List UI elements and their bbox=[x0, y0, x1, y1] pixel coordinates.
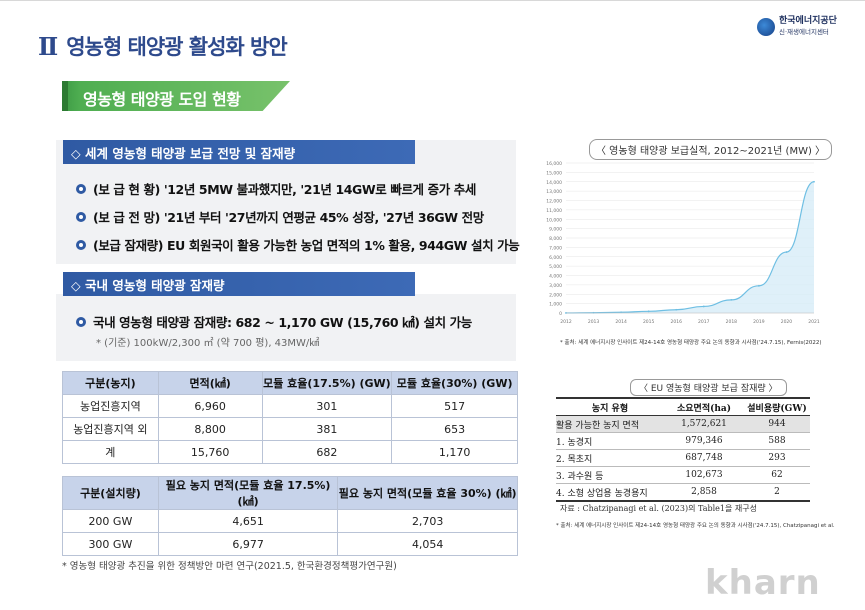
required-area-table: 구분(설치량) 필요 농지 면적(모듈 효율 17.5%) (㎢) 필요 농지 … bbox=[62, 476, 518, 556]
table-row: 4. 소형 상업용 농경용지 2,858 2 bbox=[556, 483, 810, 502]
table-row: 300 GW 6,977 4,054 bbox=[62, 532, 518, 556]
section-banner-tab bbox=[62, 81, 68, 111]
domestic-bullet: 국내 영농형 태양광 잠재량: 682 ~ 1,170 GW (15,760 ㎢… bbox=[76, 312, 472, 331]
domestic-note: * (기준) 100kW/2,300 ㎡ (약 700 평), 43MW/㎢ bbox=[96, 338, 320, 349]
table-row: 3. 과수원 등 102,673 62 bbox=[556, 466, 810, 484]
chart-source: * 출처: 세계 에너지시장 인사이트 제24-14호 영농형 태양광 주요 논… bbox=[560, 340, 822, 346]
y-tick-label: 12,000 bbox=[546, 199, 562, 205]
page-title: 영농형 태양광 활성화 방안 bbox=[66, 35, 287, 59]
table-header-row: 구분(농지) 면적(㎢) 모듈 효율(17.5%) (GW) 모듈 효율(30%… bbox=[62, 371, 518, 395]
y-tick-label: 9,000 bbox=[549, 227, 562, 233]
world-heading: ◇ 세계 영농형 태양광 보급 전망 및 잠재량 bbox=[63, 140, 415, 164]
y-tick-label: 16,000 bbox=[546, 161, 562, 167]
logo-icon bbox=[757, 18, 775, 36]
y-tick-label: 3,000 bbox=[549, 283, 562, 289]
x-tick-label: 2013 bbox=[588, 319, 600, 325]
table-header: 구분(농지) bbox=[62, 371, 159, 395]
table-row: 2. 목초지 687,748 293 bbox=[556, 449, 810, 467]
footnote: * 영농형 태양광 추진을 위한 정책방안 마련 연구(2021.5, 한국환경… bbox=[62, 561, 397, 572]
table-header: 모듈 효율(30%) (GW) bbox=[391, 371, 518, 395]
table-header: 필요 농지 면적(모듈 효율 17.5%) (㎢) bbox=[157, 476, 339, 510]
eu-potential-table: 농지 유형 소요면적(ha) 설비용량(GW) 활용 가능한 농지 면적 1,57… bbox=[556, 397, 810, 502]
y-tick-label: 4,000 bbox=[549, 274, 562, 280]
table-header: 설비용량(GW) bbox=[744, 397, 810, 416]
table-row: 1. 농경지 979,346 588 bbox=[556, 432, 810, 450]
table-header: 면적(㎢) bbox=[157, 371, 263, 395]
domestic-heading: ◇ 국내 영농형 태양광 잠재량 bbox=[63, 272, 415, 296]
eu-table-caption: 자료 : Chatzipanagi et al. (2023)의 Table1을… bbox=[560, 504, 757, 513]
world-bullet-status: (보 급 현 황) '12년 5MW 불과했지만, '21년 14GW로 빠르게… bbox=[76, 179, 476, 198]
x-tick-label: 2014 bbox=[615, 319, 627, 325]
y-tick-label: 8,000 bbox=[549, 236, 562, 242]
table-row: 활용 가능한 농지 면적 1,572,621 944 bbox=[556, 415, 810, 433]
eu-table-title: 〈 EU 영농형 태양광 보급 잠재량 〉 bbox=[630, 379, 787, 396]
data-point bbox=[675, 308, 678, 311]
y-tick-label: 10,000 bbox=[546, 217, 562, 223]
y-tick-label: 7,000 bbox=[549, 245, 562, 251]
x-tick-label: 2017 bbox=[698, 319, 710, 325]
y-tick-label: 2,000 bbox=[549, 292, 562, 298]
potential-table: 구분(농지) 면적(㎢) 모듈 효율(17.5%) (GW) 모듈 효율(30%… bbox=[62, 371, 518, 464]
y-tick-label: 1,000 bbox=[549, 302, 562, 308]
table-header: 농지 유형 bbox=[556, 397, 664, 416]
watermark-logo: kharn bbox=[705, 563, 821, 603]
table-row: 계 15,760 682 1,170 bbox=[62, 440, 518, 464]
table-header: 구분(설치량) bbox=[62, 476, 159, 510]
solar-deployment-chart: 16,000 15,000 14,000 13,000 12,000 11,000 10,0… bbox=[546, 161, 820, 325]
x-tick-label: 2012 bbox=[560, 319, 572, 325]
y-tick-label: 0 bbox=[559, 311, 562, 317]
data-point bbox=[730, 298, 733, 301]
y-tick-label: 11,000 bbox=[546, 208, 562, 214]
logo-subname: 신·재생에너지센터 bbox=[779, 28, 829, 36]
x-tick-label: 2015 bbox=[643, 319, 655, 325]
section-banner bbox=[62, 81, 290, 111]
table-row: 농업진흥지역 6,960 301 517 bbox=[62, 394, 518, 418]
data-point bbox=[702, 305, 705, 308]
y-tick-label: 14,000 bbox=[546, 180, 562, 186]
table-header: 필요 농지 면적(모듈 효율 30%) (㎢) bbox=[337, 476, 518, 510]
bullet-icon bbox=[76, 183, 86, 194]
x-tick-label: 2019 bbox=[753, 319, 765, 325]
x-tick-label: 2018 bbox=[726, 319, 738, 325]
table-header: 모듈 효율(17.5%) (GW) bbox=[261, 371, 393, 395]
x-tick-label: 2016 bbox=[670, 319, 682, 325]
y-tick-label: 5,000 bbox=[549, 264, 562, 270]
y-tick-label: 15,000 bbox=[546, 170, 562, 176]
bullet-icon bbox=[76, 211, 86, 222]
section-banner-label: 영농형 태양광 도입 현황 bbox=[83, 90, 241, 109]
bullet-icon bbox=[76, 316, 86, 327]
series-line bbox=[565, 181, 815, 314]
world-bullet-potential: (보급 잠재량) EU 회원국이 활용 가능한 농업 면적의 1% 활용, 94… bbox=[76, 235, 520, 254]
table-header-row: 구분(설치량) 필요 농지 면적(모듈 효율 17.5%) (㎢) 필요 농지 … bbox=[62, 476, 518, 510]
y-tick-label: 13,000 bbox=[546, 189, 562, 195]
energy-agency-logo: 한국에너지공단 신·재생에너지센터 bbox=[757, 16, 837, 38]
data-point bbox=[647, 310, 650, 313]
table-header: 소요면적(ha) bbox=[664, 397, 744, 416]
data-point bbox=[785, 251, 788, 253]
section-number: Ⅱ bbox=[38, 31, 59, 61]
bullet-icon bbox=[76, 239, 86, 250]
chart-title: 〈 영농형 태양광 보급실적, 2012~2021년 (MW) 〉 bbox=[589, 139, 833, 160]
x-tick-label: 2020 bbox=[781, 319, 793, 325]
table-row: 200 GW 4,651 2,703 bbox=[62, 509, 518, 533]
table-header-row: 농지 유형 소요면적(ha) 설비용량(GW) bbox=[556, 397, 810, 416]
logo-name: 한국에너지공단 bbox=[779, 16, 837, 26]
eu-table-source: * 출처: 세계 에너지시장 인사이트 제24-14호 영농형 태양광 주요 논… bbox=[556, 523, 835, 529]
data-point bbox=[813, 180, 815, 183]
y-tick-label: 6,000 bbox=[549, 255, 562, 261]
series-area bbox=[566, 181, 814, 313]
data-point bbox=[757, 284, 760, 287]
slide-header: Ⅱ 영농형 태양광 활성화 방안 bbox=[38, 31, 288, 61]
world-bullet-outlook: (보 급 전 망) '21년 부터 '27년까지 연평균 45% 성장, '27… bbox=[76, 207, 484, 226]
x-tick-label: 2021 bbox=[808, 319, 820, 325]
table-row: 농업진흥지역 외 8,800 381 653 bbox=[62, 417, 518, 441]
domestic-panel bbox=[56, 294, 516, 361]
